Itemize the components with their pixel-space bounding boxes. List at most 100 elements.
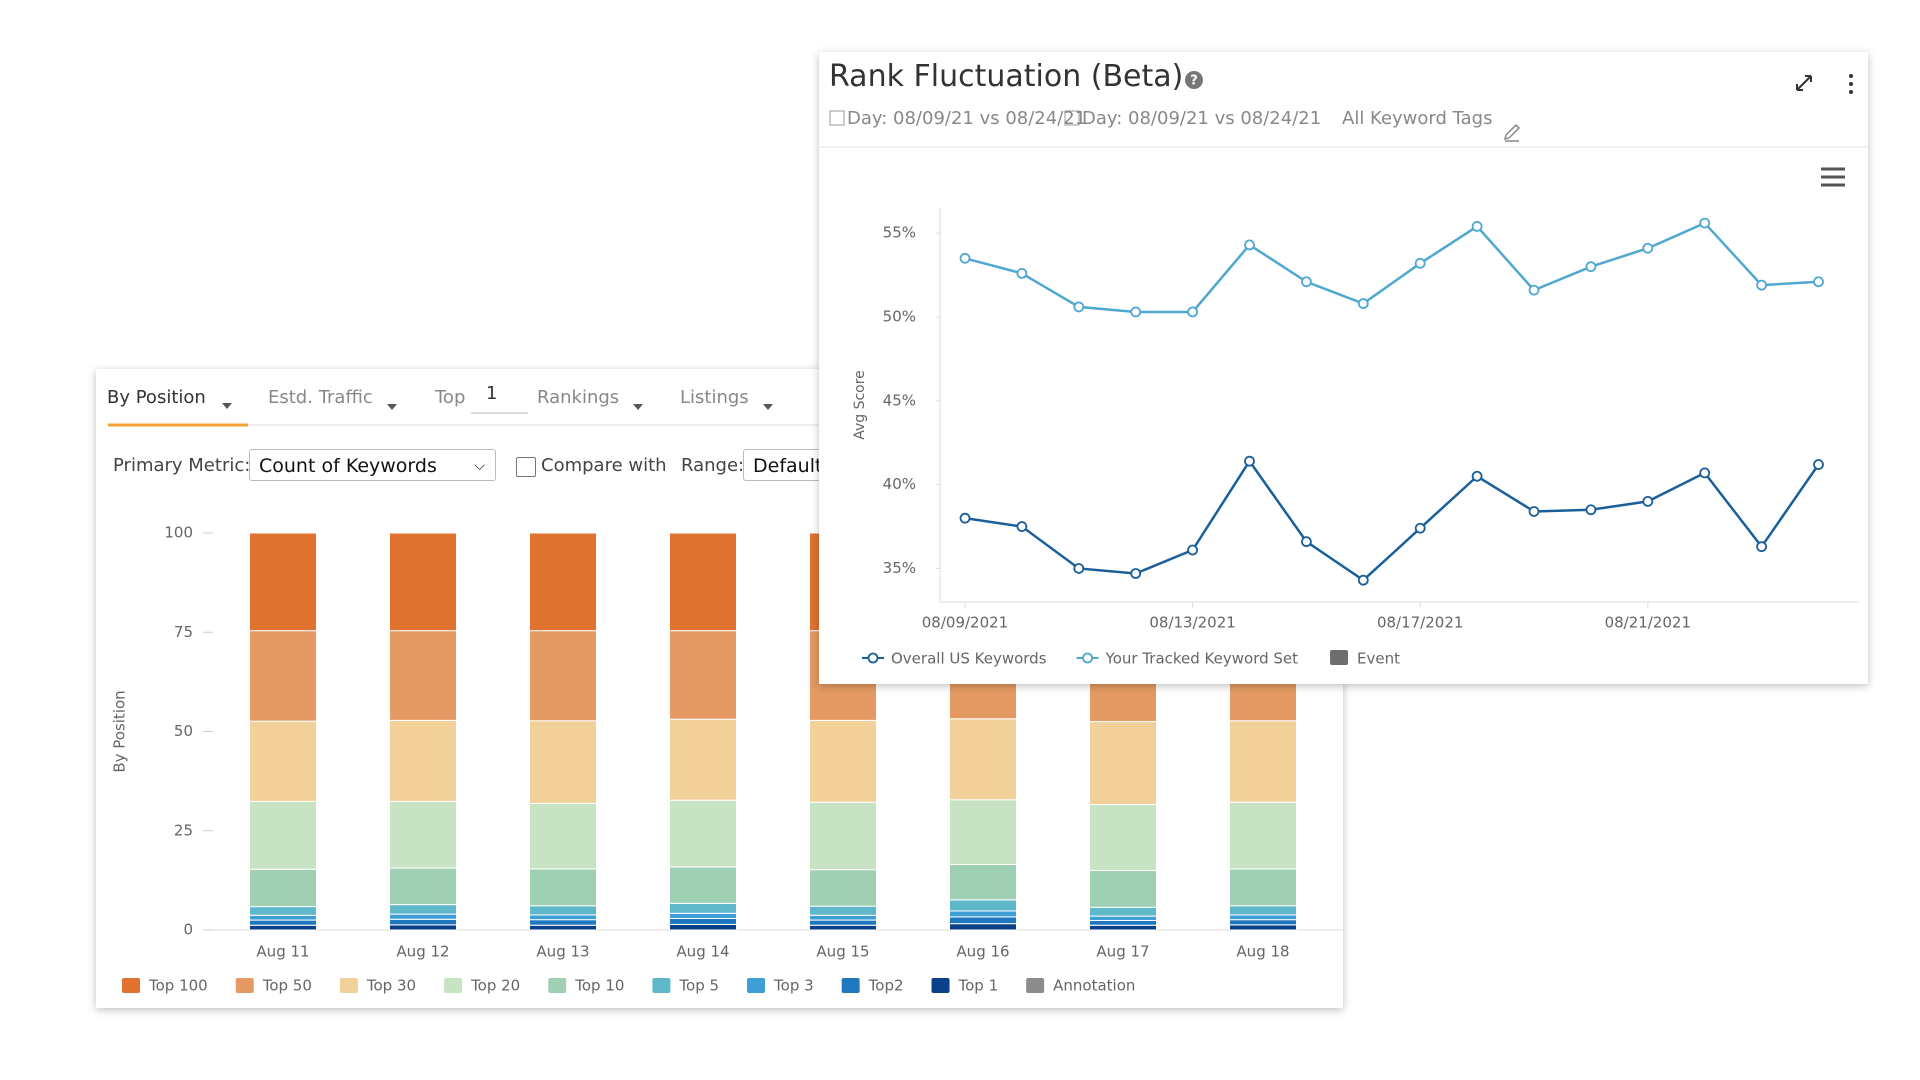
bar-segment xyxy=(389,719,457,802)
y-tick-label: 45% xyxy=(883,391,916,409)
legend-swatch xyxy=(235,978,254,993)
caret xyxy=(387,404,397,410)
legend-swatch xyxy=(1026,978,1045,993)
x-tick-label: Aug 17 xyxy=(1096,943,1149,961)
bar-segment xyxy=(529,914,597,921)
tab[interactable]: Rankings xyxy=(537,387,620,408)
calendar-icon xyxy=(829,110,1080,126)
bar-segment xyxy=(249,720,317,802)
bar-segment xyxy=(809,801,877,871)
tab[interactable]: Top xyxy=(435,387,466,408)
bar-segment xyxy=(1229,919,1297,926)
bar-segment xyxy=(249,919,317,926)
series-line xyxy=(964,458,1820,582)
filter: Day: 08/09/21 vs 08/24/21 xyxy=(847,108,1087,129)
legend-marker xyxy=(867,652,879,664)
tab[interactable]: Listings xyxy=(680,387,749,408)
x-tick-label: 08/17/2021 xyxy=(1377,614,1463,632)
tab[interactable]: By Position xyxy=(107,387,206,408)
x-tick-label: Aug 14 xyxy=(676,943,729,961)
legend-label: Top 30 xyxy=(366,977,416,995)
caret xyxy=(633,404,643,410)
bar-segment xyxy=(1089,869,1157,908)
point xyxy=(1187,544,1199,556)
tab[interactable]: Estd. Traffic xyxy=(268,387,373,408)
point xyxy=(1414,522,1426,534)
point xyxy=(959,512,971,524)
compare-label: Compare with xyxy=(541,455,667,476)
point xyxy=(1813,459,1824,470)
point xyxy=(1300,536,1312,548)
x-tick-label: 08/13/2021 xyxy=(1149,614,1235,632)
legend-swatch xyxy=(747,978,766,993)
bar-segment xyxy=(809,719,877,803)
bar-segment xyxy=(1229,720,1297,803)
legend-label: Top2 xyxy=(868,977,904,995)
edit-icon[interactable] xyxy=(1503,123,1521,142)
legend-swatch xyxy=(122,978,140,993)
y-tick-label: 50% xyxy=(883,307,916,325)
x-tick-label: Aug 13 xyxy=(536,943,589,961)
bar-segment xyxy=(1089,804,1157,871)
y-tick-label: 40% xyxy=(883,475,916,493)
legend-label: Event xyxy=(1357,650,1400,668)
x-tick-label: Aug 11 xyxy=(256,943,309,961)
point xyxy=(1813,276,1824,288)
bar-segment xyxy=(949,718,1017,801)
y-tick-label: 100 xyxy=(164,524,193,542)
bar-segment xyxy=(249,630,317,722)
bar-segment xyxy=(949,799,1017,865)
legend-label: Annotation xyxy=(1053,977,1135,995)
bar-segment xyxy=(1089,721,1157,806)
caret xyxy=(763,404,773,410)
bar-segment xyxy=(949,916,1017,925)
bar-segment xyxy=(669,923,737,931)
y-axis-label: By Position xyxy=(111,690,129,772)
bar-segment xyxy=(1229,905,1297,916)
chart-title: Rank Fluctuation (Beta) xyxy=(829,59,1184,94)
bar-segment xyxy=(389,630,457,721)
legend-marker xyxy=(1082,652,1093,664)
y-tick-label: 50 xyxy=(174,722,193,740)
legend-label: Overall US Keywords xyxy=(891,650,1047,668)
filter: All Keyword Tags xyxy=(1342,108,1493,129)
point xyxy=(1756,541,1767,553)
point xyxy=(1130,306,1142,318)
point xyxy=(1300,276,1312,288)
bar-segment xyxy=(669,532,737,632)
bar-segment xyxy=(669,917,737,925)
expand-icon[interactable] xyxy=(1796,75,1812,91)
bar-segment xyxy=(809,914,877,921)
point xyxy=(959,252,971,264)
bar-segment xyxy=(949,899,1017,912)
x-tick-label: Aug 15 xyxy=(816,943,869,961)
bar-segment xyxy=(249,906,317,916)
bar-segment xyxy=(529,630,597,722)
bar-segment xyxy=(529,868,597,907)
bar-segment xyxy=(249,914,317,921)
legend-swatch xyxy=(652,978,671,993)
hamburger-icon[interactable] xyxy=(1821,167,1845,187)
point xyxy=(1585,261,1597,273)
x-tick-label: 08/09/2021 xyxy=(922,614,1008,632)
bar-segment xyxy=(1089,924,1157,931)
filter: Day: 08/09/21 vs 08/24/21 xyxy=(1082,108,1322,129)
checkbox[interactable] xyxy=(516,457,536,477)
bar-segment xyxy=(1229,801,1297,870)
help-glyph: ? xyxy=(1190,74,1198,89)
bar-segment xyxy=(809,919,877,926)
point xyxy=(1756,279,1767,291)
point xyxy=(1642,496,1654,507)
help-icon[interactable] xyxy=(1185,71,1203,89)
x-tick-label: 08/21/2021 xyxy=(1605,614,1691,632)
bar-segment xyxy=(389,532,457,632)
bar-segment xyxy=(1229,914,1297,921)
bar-segment xyxy=(669,866,737,904)
menu-dots[interactable] xyxy=(1849,74,1853,94)
metric-select[interactable]: Count of Keywords ⌵ xyxy=(249,449,496,481)
bar-segment xyxy=(1089,915,1157,921)
bar-segment xyxy=(669,912,737,919)
bar-segment xyxy=(529,905,597,916)
top-input[interactable]: 1 xyxy=(486,383,498,404)
point xyxy=(1699,217,1711,229)
